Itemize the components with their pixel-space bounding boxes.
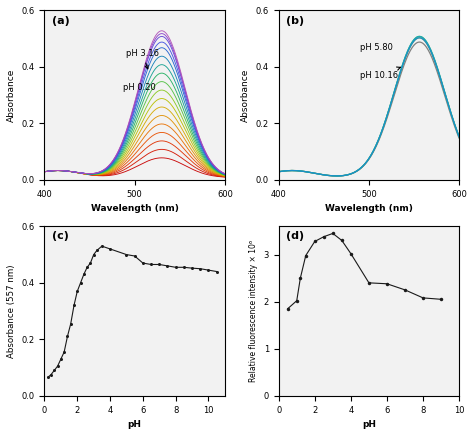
Text: pH 5.80: pH 5.80 <box>360 43 393 52</box>
X-axis label: pH: pH <box>128 420 142 429</box>
Text: pH 0.20: pH 0.20 <box>123 82 155 92</box>
X-axis label: Wavelength (nm): Wavelength (nm) <box>325 204 413 213</box>
Y-axis label: Relative fluorescence intensity × 10⁶: Relative fluorescence intensity × 10⁶ <box>249 240 258 382</box>
Text: pH 10.16: pH 10.16 <box>360 67 401 80</box>
Y-axis label: Absorbance: Absorbance <box>241 68 250 122</box>
X-axis label: pH: pH <box>362 420 376 429</box>
Y-axis label: Absorbance (557 nm): Absorbance (557 nm) <box>7 264 16 358</box>
Text: pH 3.16: pH 3.16 <box>126 49 159 69</box>
X-axis label: Wavelength (nm): Wavelength (nm) <box>91 204 179 213</box>
Text: (b): (b) <box>286 16 304 26</box>
Text: (d): (d) <box>286 232 304 242</box>
Text: (a): (a) <box>52 16 69 26</box>
Y-axis label: Absorbance: Absorbance <box>7 68 16 122</box>
Text: (c): (c) <box>52 232 69 242</box>
